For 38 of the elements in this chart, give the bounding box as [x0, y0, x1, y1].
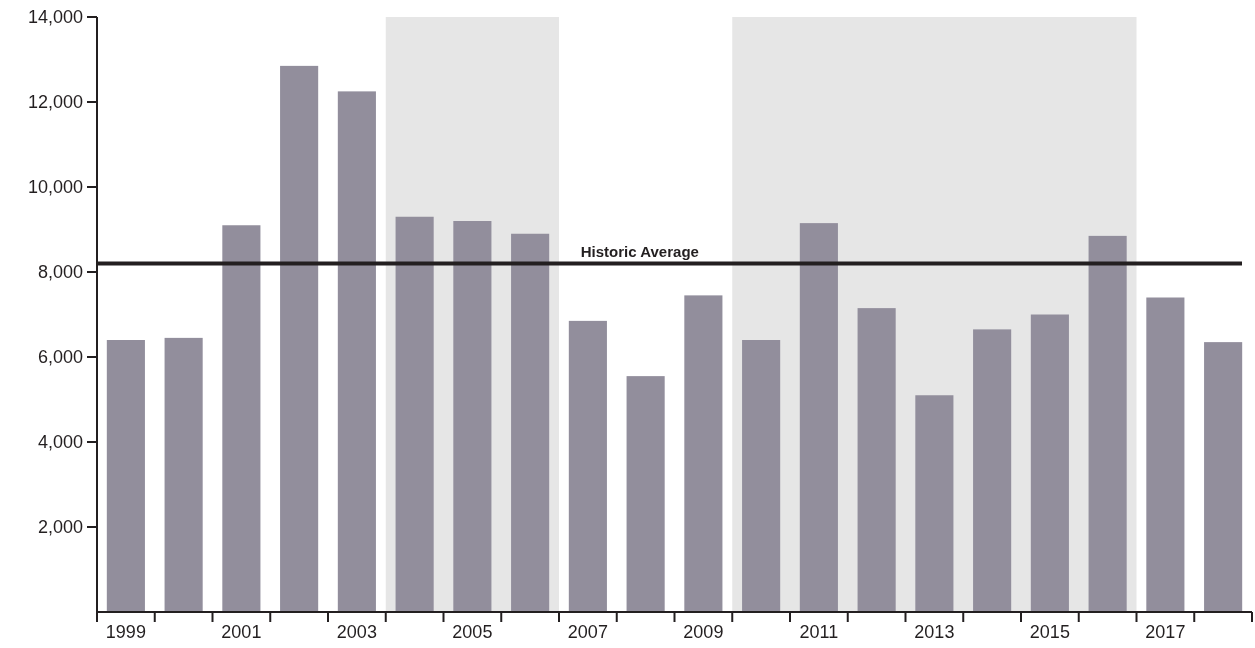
- y-tick-label: 12,000: [27, 92, 83, 113]
- bar: [684, 295, 723, 612]
- bar: [1088, 235, 1127, 612]
- bar: [568, 320, 607, 612]
- bar: [511, 233, 550, 612]
- x-tick-label: 1999: [105, 622, 146, 642]
- bar: [453, 221, 492, 612]
- bar: [337, 91, 376, 612]
- x-tick-label: 2001: [221, 622, 262, 642]
- bar: [973, 329, 1012, 612]
- bar: [1204, 342, 1243, 612]
- bar: [280, 65, 319, 612]
- x-tick-label: 2011: [799, 622, 839, 642]
- x-tick-label: 2017: [1145, 622, 1186, 642]
- y-tick-label: 8,000: [37, 262, 83, 283]
- bar: [626, 376, 665, 612]
- bar: [799, 223, 838, 612]
- bar: [164, 337, 203, 612]
- bar: [106, 340, 145, 612]
- x-tick-label: 2007: [567, 622, 608, 642]
- y-tick-label: 14,000: [27, 7, 83, 28]
- ref-line-label: Historic Average: [580, 242, 699, 260]
- x-tick-label: 2003: [336, 622, 377, 642]
- x-tick-label: 2015: [1029, 622, 1070, 642]
- y-tick-label: 2,000: [37, 517, 83, 538]
- x-tick-label: 2013: [914, 622, 955, 642]
- bar: [222, 225, 261, 612]
- bar: [1146, 297, 1185, 612]
- bar: [742, 340, 781, 612]
- bar: [915, 395, 954, 612]
- bar: [395, 216, 434, 612]
- y-tick-label: 6,000: [37, 347, 83, 368]
- bar: [1030, 314, 1069, 612]
- y-tick-label: 4,000: [37, 432, 83, 453]
- x-tick-label: 2005: [452, 622, 493, 642]
- y-tick-label: 10,000: [27, 177, 83, 198]
- x-tick-label: 2009: [683, 622, 724, 642]
- bar: [857, 308, 896, 612]
